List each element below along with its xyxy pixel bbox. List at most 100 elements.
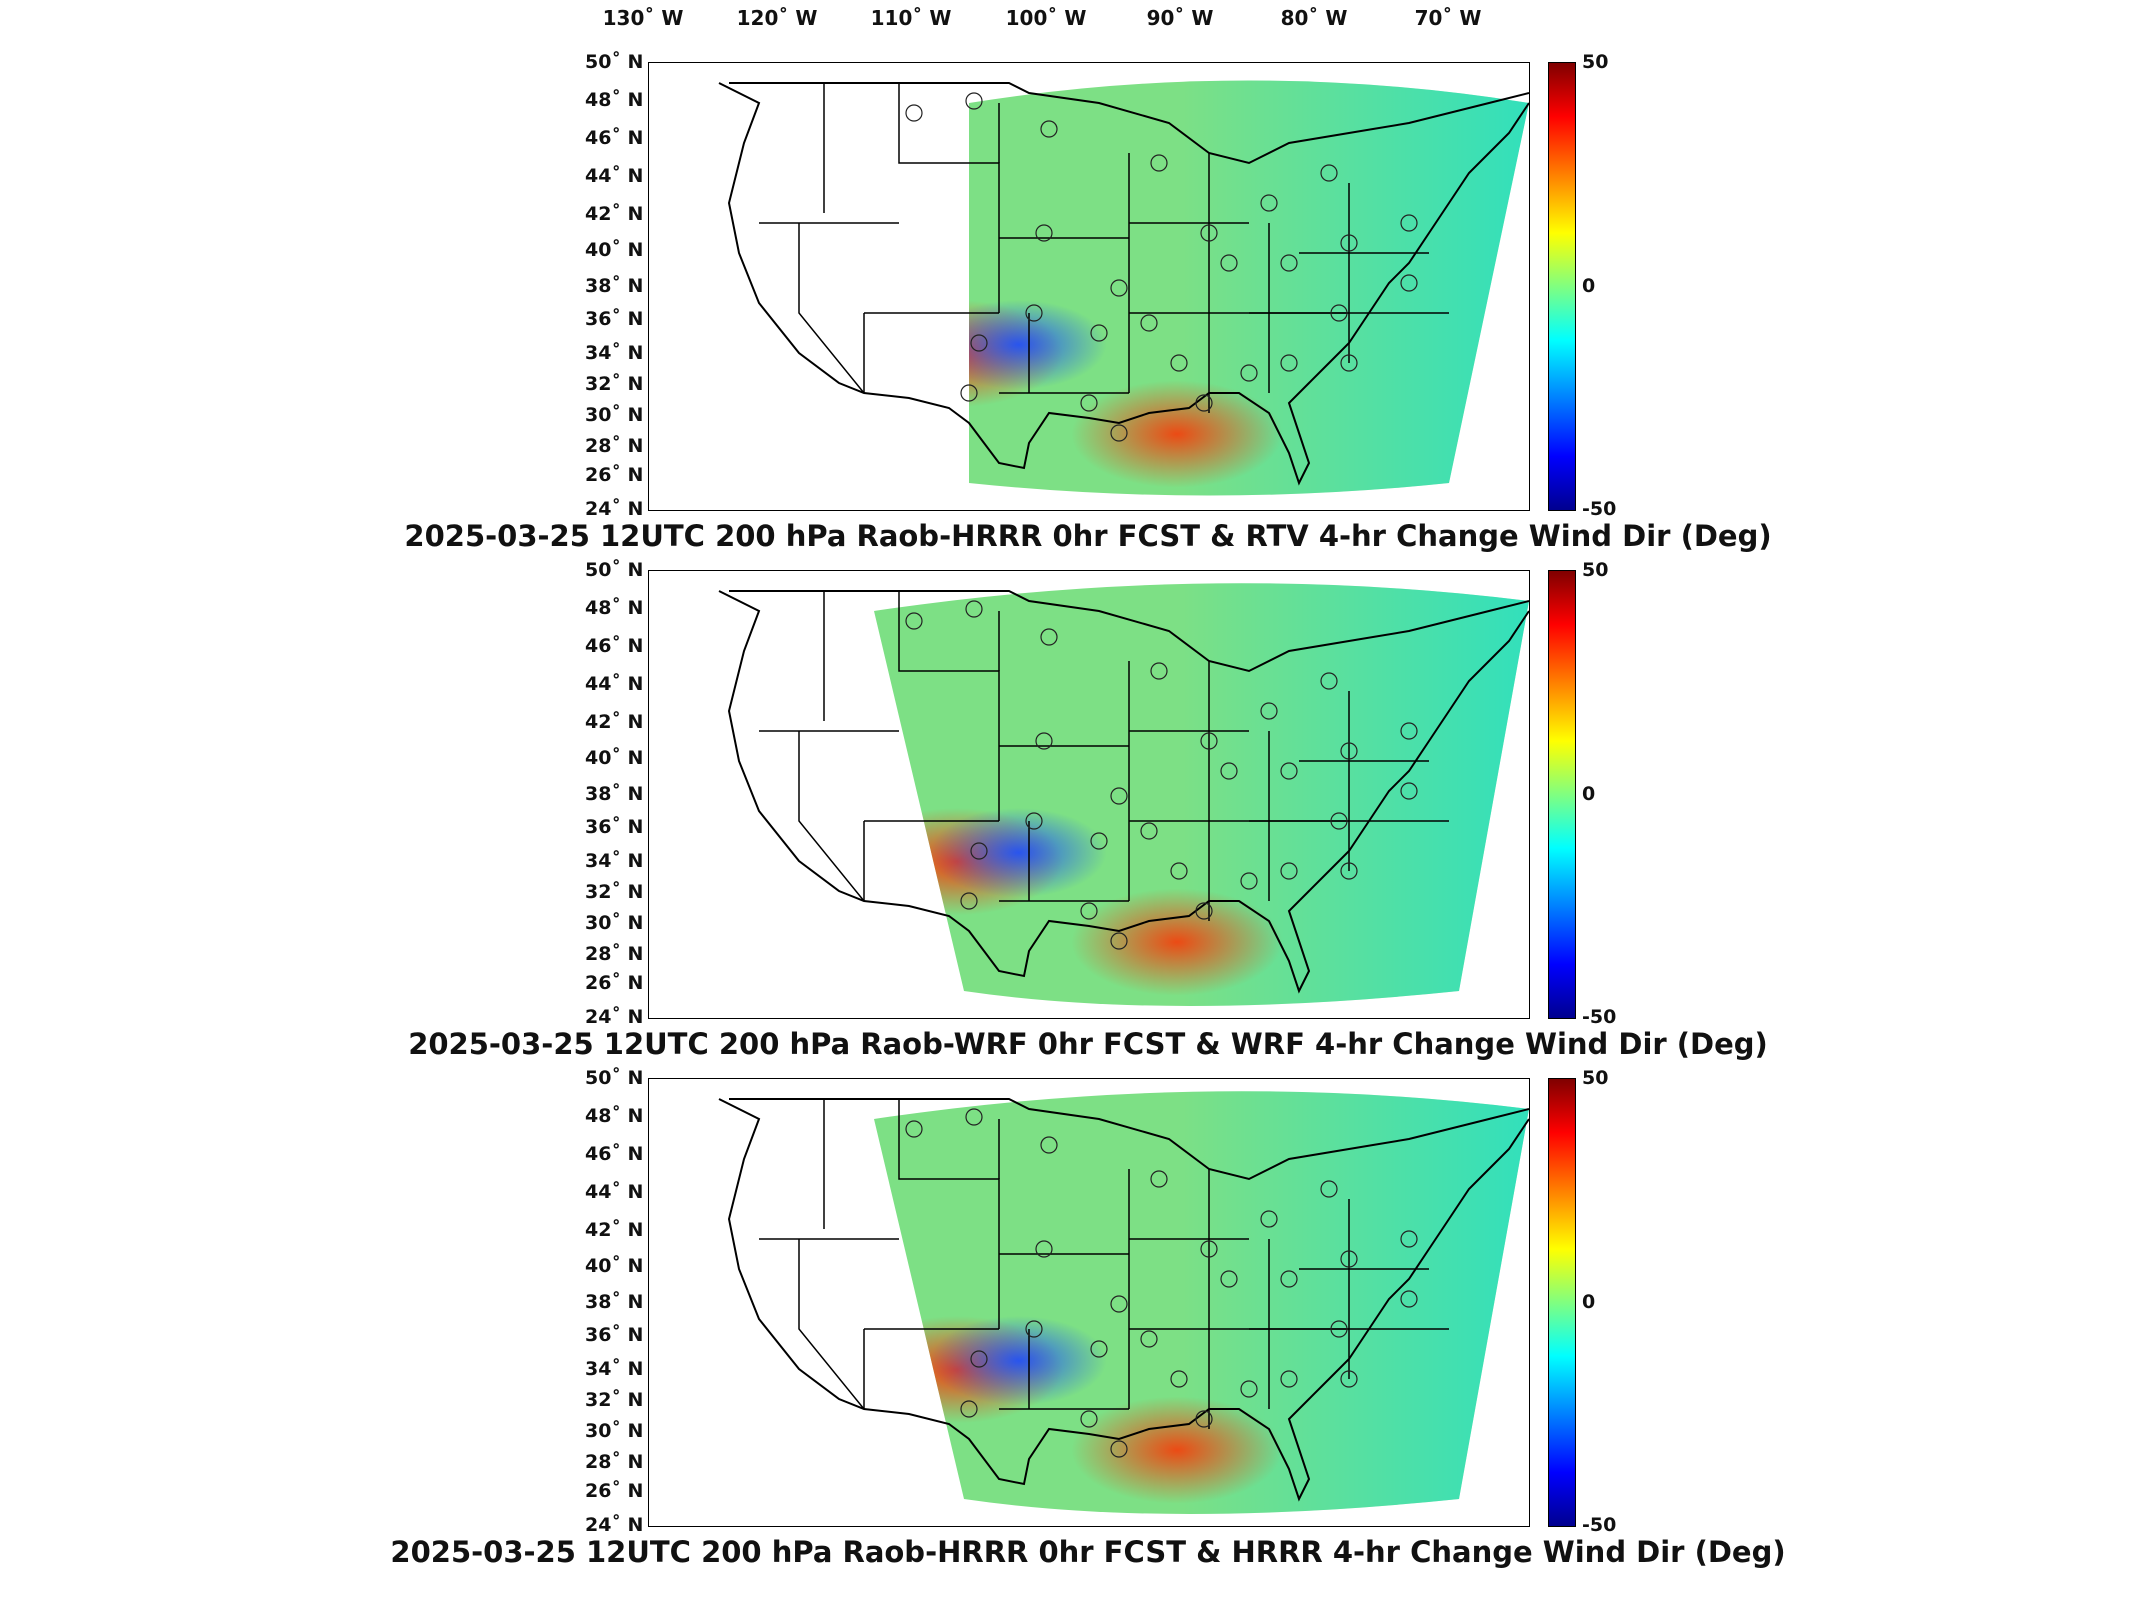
colorbar-tick-label: 0 <box>1582 274 1596 297</box>
raob-station-marker <box>1240 1380 1258 1398</box>
colorbar-tick-label: 0 <box>1582 782 1596 805</box>
latitude-label: 38˚ N <box>585 274 644 297</box>
latitude-label: 42˚ N <box>585 1218 644 1241</box>
latitude-label: 32˚ N <box>585 880 644 903</box>
raob-station-marker <box>1090 832 1108 850</box>
latitude-label: 50˚ N <box>585 51 644 73</box>
latitude-label: 34˚ N <box>585 1357 644 1380</box>
state-boundary <box>798 223 865 394</box>
raob-station-marker <box>1400 1230 1418 1248</box>
national-border <box>729 590 1529 673</box>
raob-station-marker <box>905 1120 923 1138</box>
map-plot-area <box>648 570 1530 1019</box>
raob-station-marker <box>1260 1210 1278 1228</box>
raob-station-marker <box>1200 1240 1218 1258</box>
raob-station-marker <box>1090 324 1108 342</box>
latitude-label: 36˚ N <box>585 1324 644 1347</box>
raob-station-marker <box>1260 194 1278 212</box>
colorbar <box>1548 1078 1576 1527</box>
coastline <box>718 1098 1529 1502</box>
wind-direction-change-map <box>718 80 1529 496</box>
latitude-label: 32˚ N <box>585 1388 644 1411</box>
latitude-label: 42˚ N <box>585 202 644 225</box>
raob-station-marker <box>1400 214 1418 232</box>
colorbar <box>1548 570 1576 1019</box>
raob-station-marker <box>1280 762 1298 780</box>
raob-station-marker <box>1110 279 1128 297</box>
raob-station-marker <box>1025 1320 1043 1338</box>
raob-station-marker <box>1110 932 1128 950</box>
wind-direction-change-map <box>718 583 1529 1006</box>
raob-station-marker <box>960 892 978 910</box>
national-border <box>729 1098 1529 1181</box>
raob-station-marker <box>1330 1320 1348 1338</box>
latitude-label: 40˚ N <box>585 746 644 769</box>
raob-station-marker <box>1340 354 1358 372</box>
raob-station-marker <box>1400 274 1418 292</box>
latitude-label: 30˚ N <box>585 1420 644 1443</box>
map-panel: 50˚ N 48˚ N 46˚ N 44˚ N 42˚ N 40˚ N 38˚ N 36˚ N… <box>0 559 2133 1072</box>
raob-station-marker <box>1110 1295 1128 1313</box>
raob-station-marker <box>1040 628 1058 646</box>
raob-station-marker <box>1080 394 1098 412</box>
raob-station-marker <box>970 842 988 860</box>
raob-station-marker <box>1110 424 1128 442</box>
raob-station-marker <box>1150 154 1168 172</box>
raob-station-marker <box>1280 862 1298 880</box>
raob-station-marker <box>1150 662 1168 680</box>
raob-station-marker <box>1080 902 1098 920</box>
colorbar-tick-label: -50 <box>1582 1006 1617 1028</box>
latitude-label: 36˚ N <box>585 816 644 839</box>
raob-station-marker <box>1110 1440 1128 1458</box>
raob-station-marker <box>1035 732 1053 750</box>
raob-station-marker <box>1340 742 1358 760</box>
latitude-label: 24˚ N <box>585 498 644 520</box>
coastline <box>718 590 1529 994</box>
raob-station-marker <box>1320 1180 1338 1198</box>
raob-station-marker <box>1140 1330 1158 1348</box>
raob-station-marker <box>1260 702 1278 720</box>
raob-station-marker <box>1340 862 1358 880</box>
national-border <box>729 82 1529 165</box>
model-field <box>874 583 1529 1006</box>
raob-station-marker <box>1240 364 1258 382</box>
latitude-label: 44˚ N <box>585 1180 644 1203</box>
raob-station-marker <box>1200 732 1218 750</box>
raob-station-marker <box>1400 782 1418 800</box>
raob-station-marker <box>1220 1270 1238 1288</box>
coastline <box>718 82 1529 486</box>
latitude-label: 30˚ N <box>585 912 644 935</box>
raob-station-marker <box>1035 224 1053 242</box>
longitude-label: 80˚ W <box>1280 6 1348 30</box>
raob-station-marker <box>905 612 923 630</box>
panel-title: 2025-03-25 12UTC 200 hPa Raob-HRRR 0hr F… <box>404 519 1772 553</box>
latitude-label: 48˚ N <box>585 88 644 111</box>
latitude-label: 50˚ N <box>585 1067 644 1089</box>
colorbar-tick-label: 50 <box>1582 51 1609 73</box>
latitude-label: 28˚ N <box>585 435 644 458</box>
latitude-label: 26˚ N <box>585 972 644 995</box>
raob-station-marker <box>1195 902 1213 920</box>
raob-station-marker <box>1400 1290 1418 1308</box>
raob-station-marker <box>1090 1340 1108 1358</box>
raob-station-marker <box>965 600 983 618</box>
raob-station-marker <box>1400 722 1418 740</box>
model-field <box>969 80 1529 496</box>
longitude-label: 120˚ W <box>736 6 818 30</box>
state-boundary <box>798 1239 865 1410</box>
raob-station-marker <box>965 92 983 110</box>
raob-station-marker <box>1040 120 1058 138</box>
latitude-label: 26˚ N <box>585 1480 644 1503</box>
latitude-label: 40˚ N <box>585 238 644 261</box>
latitude-label: 34˚ N <box>585 341 644 364</box>
raob-station-marker <box>1220 762 1238 780</box>
panel-title: 2025-03-25 12UTC 200 hPa Raob-HRRR 0hr F… <box>390 1535 1786 1569</box>
panel-title: 2025-03-25 12UTC 200 hPa Raob-WRF 0hr FC… <box>408 1027 1768 1061</box>
raob-station-marker <box>960 1400 978 1418</box>
raob-station-marker <box>965 1108 983 1126</box>
raob-station-marker <box>1240 872 1258 890</box>
latitude-label: 28˚ N <box>585 943 644 966</box>
latitude-label: 46˚ N <box>585 634 644 657</box>
raob-station-marker <box>1280 354 1298 372</box>
colorbar-tick-label: 0 <box>1582 1290 1596 1313</box>
